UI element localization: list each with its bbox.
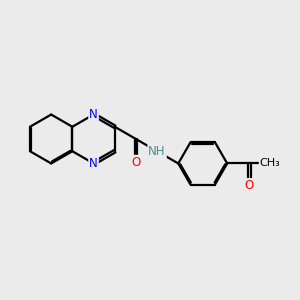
Text: CH₃: CH₃ [260,158,280,169]
Text: N: N [89,157,98,170]
Text: N: N [89,108,98,121]
Text: O: O [244,179,254,192]
Text: NH: NH [148,145,166,158]
Text: O: O [131,156,140,169]
